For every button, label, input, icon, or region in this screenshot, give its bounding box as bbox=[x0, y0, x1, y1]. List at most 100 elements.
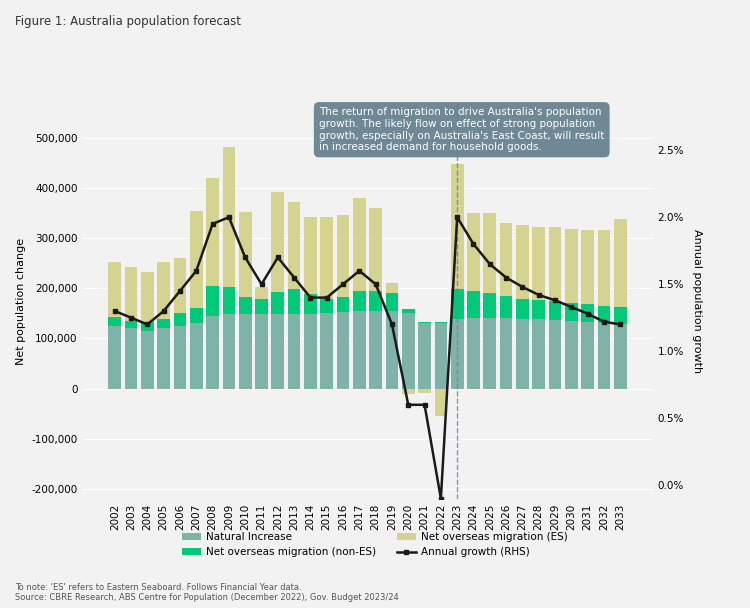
Bar bbox=[386, 283, 398, 294]
Bar bbox=[320, 300, 333, 314]
Annual growth (RHS) bbox=[176, 287, 184, 294]
Annual growth (RHS) bbox=[550, 297, 560, 304]
Annual growth (RHS) bbox=[127, 314, 136, 322]
Bar bbox=[402, 309, 415, 314]
Bar bbox=[581, 305, 594, 322]
Bar bbox=[272, 314, 284, 389]
Bar bbox=[516, 319, 529, 389]
Annual growth (RHS) bbox=[436, 495, 445, 502]
Bar bbox=[369, 291, 382, 311]
Bar bbox=[288, 314, 301, 389]
Bar bbox=[565, 303, 578, 321]
Bar bbox=[549, 302, 561, 320]
Bar bbox=[109, 317, 122, 326]
Bar bbox=[288, 289, 301, 314]
Text: To note: 'ES' refers to Eastern Seaboard. Follows Financial Year data.
Source: C: To note: 'ES' refers to Eastern Seaboard… bbox=[15, 582, 399, 602]
Bar bbox=[402, 314, 415, 389]
Annual growth (RHS) bbox=[518, 283, 527, 291]
Bar bbox=[549, 227, 561, 302]
Bar bbox=[598, 230, 610, 306]
Bar bbox=[451, 289, 464, 319]
Bar bbox=[109, 326, 122, 389]
Annual growth (RHS) bbox=[404, 401, 412, 409]
Bar bbox=[304, 294, 316, 314]
Bar bbox=[304, 217, 316, 294]
Bar bbox=[434, 389, 447, 416]
Annual growth (RHS) bbox=[159, 308, 168, 315]
Bar bbox=[174, 326, 186, 389]
Bar bbox=[124, 328, 137, 389]
Annual growth (RHS) bbox=[306, 294, 315, 301]
Bar bbox=[386, 294, 398, 311]
Bar bbox=[272, 192, 284, 292]
Bar bbox=[598, 306, 610, 323]
Bar bbox=[598, 323, 610, 389]
Annual growth (RHS) bbox=[290, 274, 298, 281]
Annual growth (RHS) bbox=[208, 220, 217, 227]
Bar bbox=[190, 211, 202, 308]
Legend: Natural Increase, Net overseas migration (non-ES), Net overseas migration (ES), : Natural Increase, Net overseas migration… bbox=[182, 532, 568, 557]
Annual growth (RHS) bbox=[420, 401, 429, 409]
Bar bbox=[304, 314, 316, 389]
Annual growth (RHS) bbox=[583, 310, 592, 317]
Bar bbox=[434, 322, 447, 323]
Bar bbox=[288, 202, 301, 289]
Annual growth (RHS) bbox=[355, 267, 364, 274]
Annual growth (RHS) bbox=[599, 318, 608, 325]
Bar bbox=[337, 215, 350, 297]
Bar bbox=[337, 297, 350, 313]
Bar bbox=[467, 291, 480, 319]
Bar bbox=[238, 212, 251, 297]
Bar bbox=[124, 321, 137, 328]
Annual growth (RHS) bbox=[388, 321, 397, 328]
Bar bbox=[206, 178, 219, 286]
Bar bbox=[353, 291, 366, 311]
Bar bbox=[565, 229, 578, 303]
Bar bbox=[238, 314, 251, 389]
Annual growth (RHS) bbox=[192, 267, 201, 274]
Annual growth (RHS) bbox=[502, 274, 511, 281]
Bar bbox=[467, 213, 480, 291]
Bar bbox=[353, 198, 366, 291]
Bar bbox=[500, 319, 512, 389]
Bar bbox=[158, 328, 170, 389]
Bar bbox=[337, 313, 350, 389]
Bar bbox=[419, 323, 431, 389]
Bar bbox=[549, 320, 561, 389]
Annual growth (RHS) bbox=[534, 291, 543, 299]
Bar bbox=[223, 314, 236, 389]
Annual growth (RHS) bbox=[371, 280, 380, 288]
Bar bbox=[320, 314, 333, 389]
Bar bbox=[223, 147, 236, 287]
Annual growth (RHS) bbox=[143, 321, 152, 328]
Bar bbox=[206, 286, 219, 316]
Bar bbox=[158, 319, 170, 328]
Bar bbox=[451, 164, 464, 289]
Annual growth (RHS) bbox=[273, 254, 282, 261]
Bar bbox=[451, 319, 464, 389]
Bar bbox=[500, 296, 512, 319]
Bar bbox=[353, 311, 366, 389]
Bar bbox=[581, 322, 594, 389]
Bar bbox=[614, 219, 626, 307]
Bar bbox=[255, 287, 268, 300]
Bar bbox=[109, 262, 122, 317]
Text: Figure 1: Australia population forecast: Figure 1: Australia population forecast bbox=[15, 15, 241, 28]
Bar bbox=[320, 217, 333, 300]
Bar bbox=[484, 213, 496, 294]
Bar bbox=[124, 267, 137, 321]
Bar bbox=[614, 325, 626, 389]
Bar bbox=[581, 230, 594, 305]
Annual growth (RHS) bbox=[616, 321, 625, 328]
Bar bbox=[174, 258, 186, 314]
Bar bbox=[255, 314, 268, 389]
Bar bbox=[255, 300, 268, 314]
Y-axis label: Net population change: Net population change bbox=[16, 237, 26, 365]
Bar bbox=[272, 292, 284, 314]
Bar bbox=[174, 314, 186, 326]
Bar bbox=[190, 323, 202, 389]
Annual growth (RHS) bbox=[485, 260, 494, 268]
Bar bbox=[190, 308, 202, 323]
Annual growth (RHS) bbox=[567, 303, 576, 311]
Y-axis label: Annual population growth: Annual population growth bbox=[692, 229, 702, 373]
